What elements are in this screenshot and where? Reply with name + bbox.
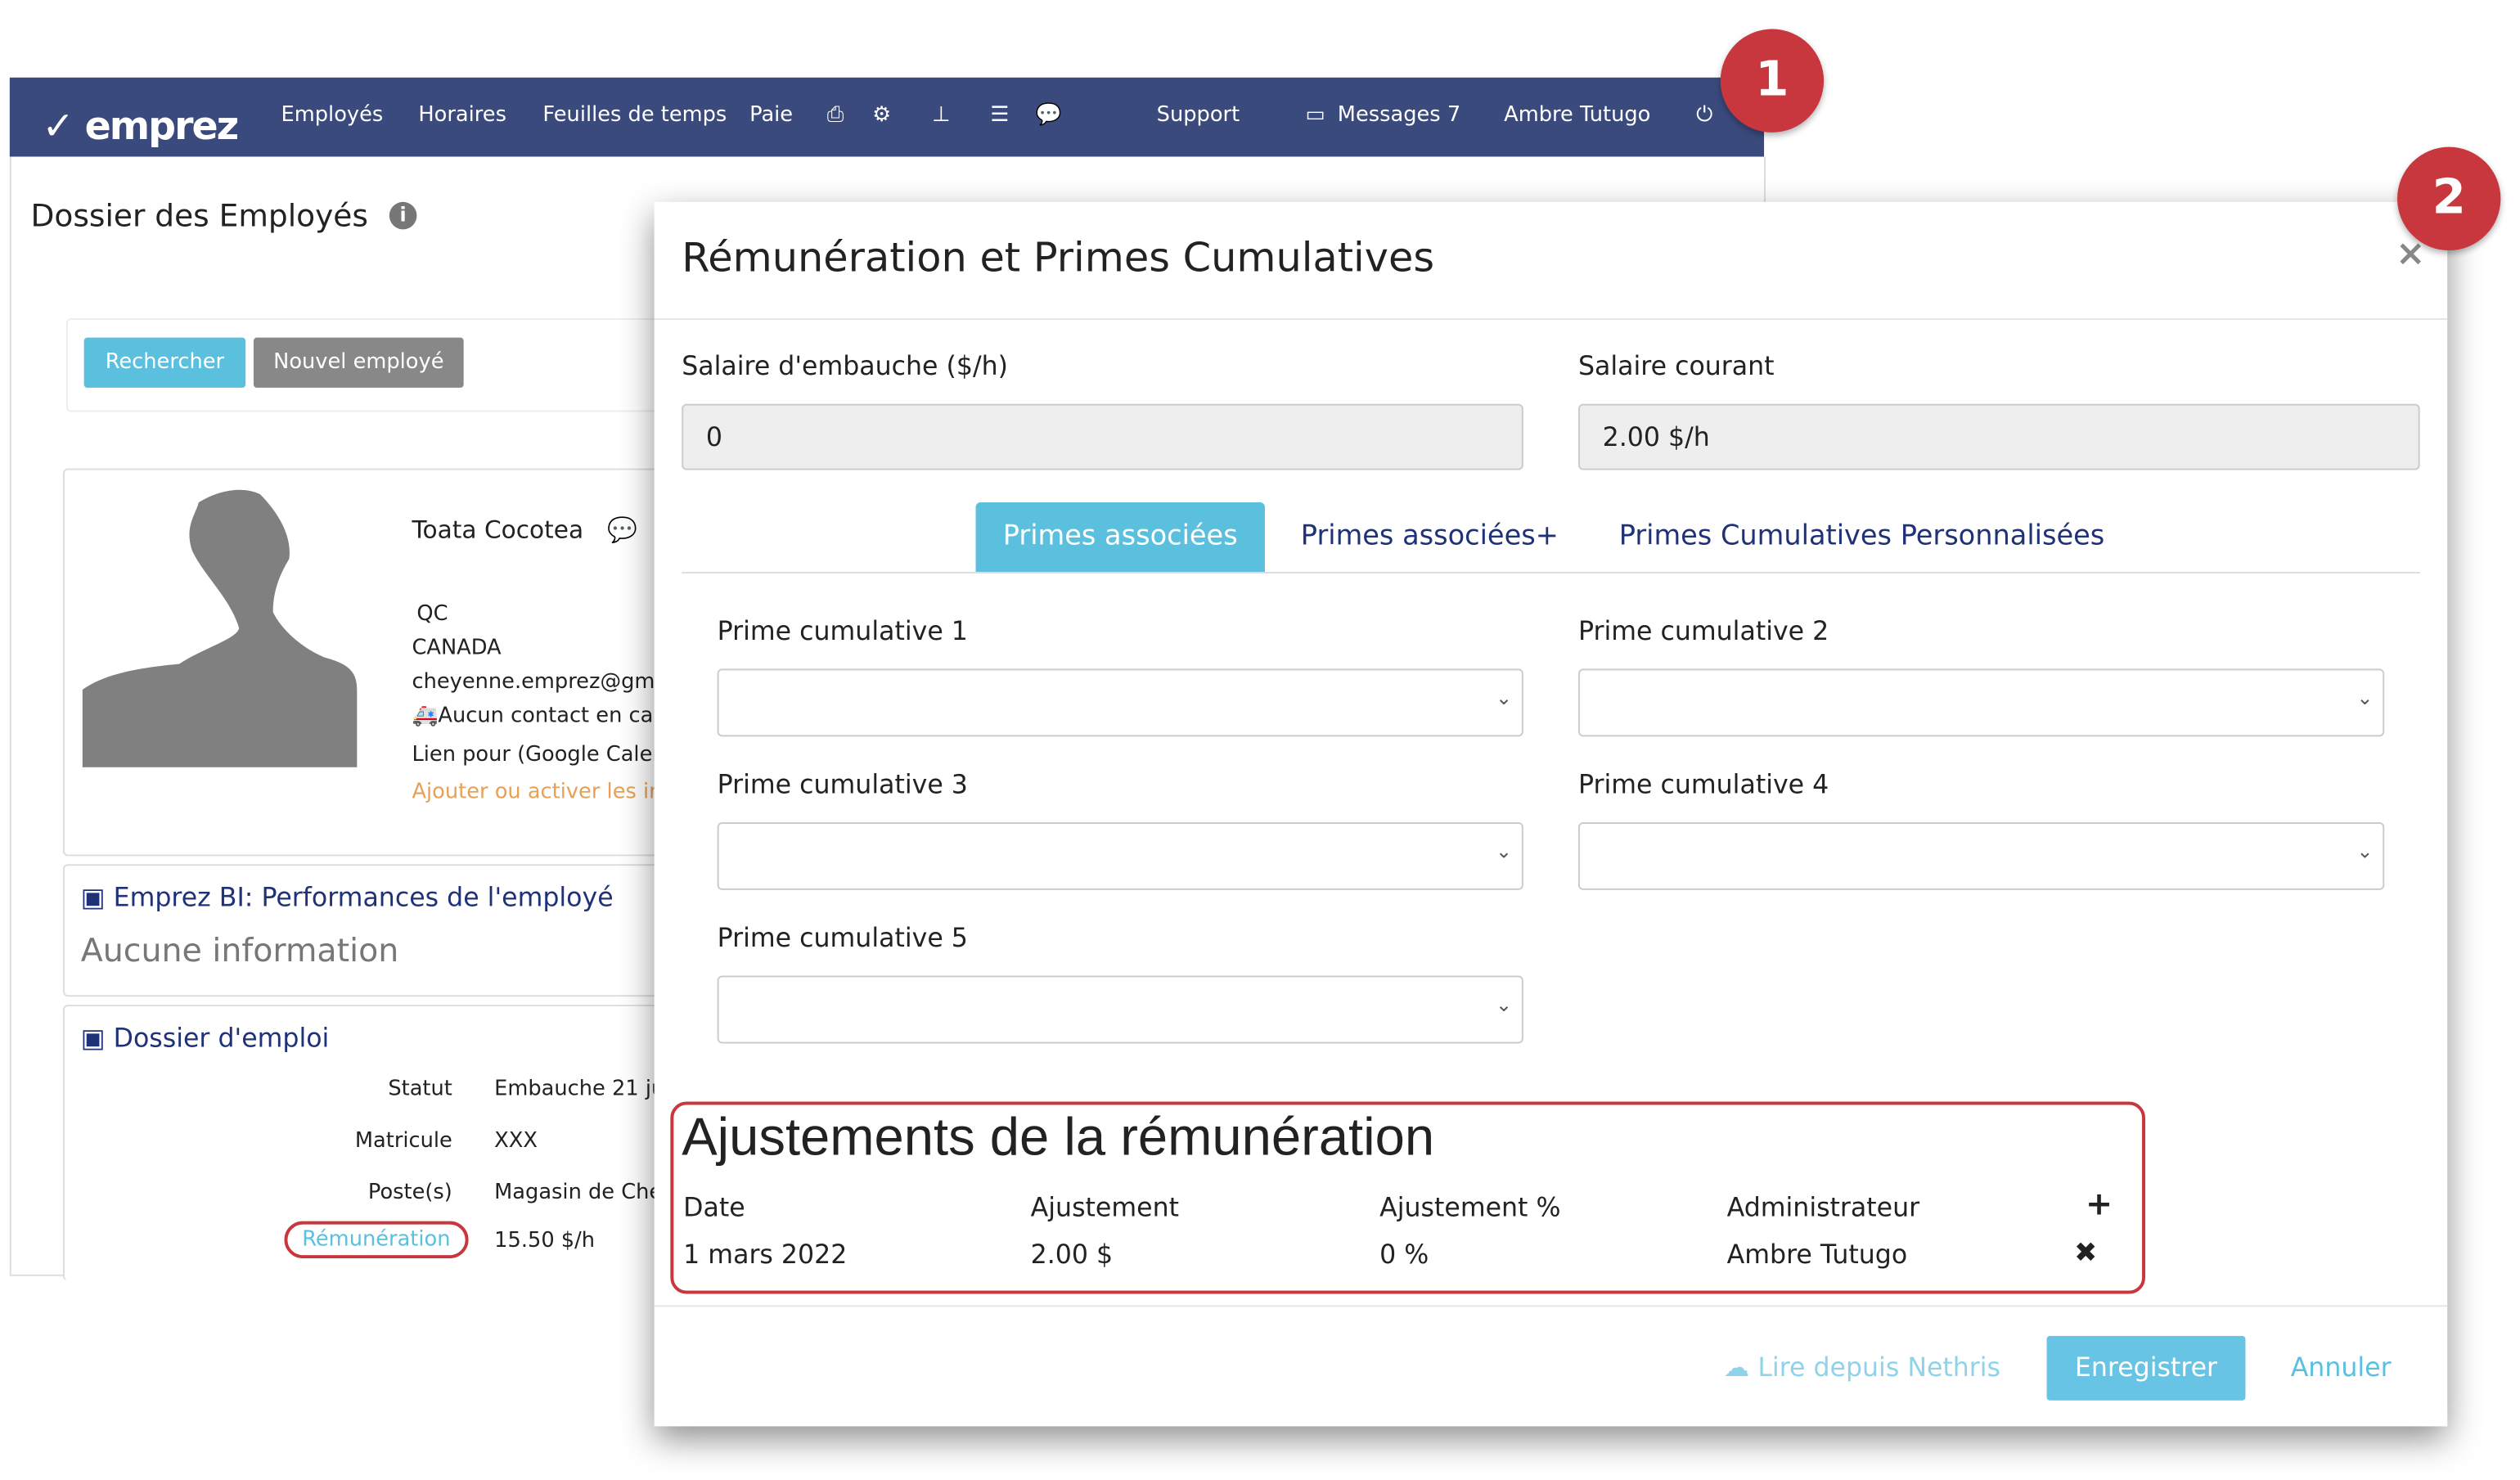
nav-employes[interactable]: Employés [281,103,384,128]
save-button[interactable]: Enregistrer [2046,1335,2246,1401]
job-value-postes: Magasin de Che [494,1181,663,1205]
bi-section-header[interactable]: ▣ Emprez BI: Performances de l'employé [81,882,614,913]
prime-label-4: Prime cumulative 4 [1577,768,1829,800]
top-navbar: ✓ emprez Employés Horaires Feuilles de t… [9,77,1765,157]
cancel-button[interactable]: Annuler [2290,1352,2392,1383]
col-date: Date [683,1192,745,1223]
prime-label-5: Prime cumulative 5 [717,922,968,953]
chevron-down-icon: ⌄ [1496,686,1513,709]
job-label-matricule: Matricule [354,1129,452,1154]
job-value-remuneration: 15.50 $/h [494,1229,596,1254]
collapse-icon: ▣ [80,1022,106,1054]
col-ajustement-pct: Ajustement % [1379,1192,1561,1223]
remuneration-link[interactable]: Rémunération [284,1221,469,1259]
brand-logo[interactable]: ✓ emprez [42,103,240,149]
brand-name: emprez [84,103,240,149]
prime-select-4[interactable]: ⌄ [1577,821,2385,890]
tab-primes-associees[interactable]: Primes associées [975,502,1265,572]
job-section-title: Dossier d'emploi [113,1022,330,1054]
cloud-download-icon: ☁ [1723,1352,1750,1383]
add-icon[interactable]: + [2085,1184,2113,1223]
row-date: 1 mars 2022 [683,1239,848,1270]
modal-title: Rémunération et Primes Cumulatives [682,234,1435,281]
employee-email[interactable]: cheyenne.emprez@gm [412,670,655,695]
row-percent: 0 % [1379,1239,1429,1270]
search-button[interactable]: Rechercher [83,337,246,388]
job-section-header[interactable]: ▣ Dossier d'emploi [81,1023,330,1054]
info-icon[interactable]: i [389,201,417,230]
tab-primes-associees-plus[interactable]: Primes associées+ [1300,520,1559,553]
print-icon[interactable]: ⎙ [826,103,844,128]
annotation-badge-1: 1 [1720,29,1825,133]
activate-link[interactable]: Ajouter ou activer les in [412,780,663,805]
job-label-postes: Poste(s) [367,1181,452,1205]
page-title: Dossier des Employés [30,198,368,235]
prime-select-3[interactable]: ⌄ [717,821,1523,890]
chevron-down-icon: ⌄ [2356,686,2374,709]
comment-icon[interactable]: 💬 [607,515,638,545]
ambulance-icon: 🚑 [412,704,439,729]
annotation-badge-2: 2 [2397,146,2501,251]
nav-messages[interactable]: Messages 7 [1337,103,1461,128]
nav-feuilles-de-temps[interactable]: Feuilles de temps [542,103,727,128]
hiring-salary-label: Salaire d'embauche ($/h) [682,350,1008,381]
job-label-statut: Statut [388,1077,452,1102]
calendar-link[interactable]: Lien pour (Google Calen [412,743,666,767]
nav-user[interactable]: Ambre Tutugo [1504,103,1651,128]
chevron-down-icon: ⌄ [2356,839,2374,863]
bi-section: ▣ Emprez BI: Performances de l'employé A… [63,864,713,997]
nethris-button[interactable]: ☁ Lire depuis Nethris [1724,1352,2000,1383]
power-icon[interactable]: ⏻ [1696,103,1713,128]
emergency-contact: 🚑Aucun contact en ca [412,704,653,729]
remuneration-modal: Rémunération et Primes Cumulatives × Sal… [654,201,2448,1427]
adjustments-highlight [670,1101,2146,1294]
job-value-statut: Embauche 21 ju [494,1077,665,1102]
adjustments-title: Ajustements de la rémunération [682,1106,1435,1167]
current-salary-label: Salaire courant [1577,350,1775,381]
emergency-text: Aucun contact en ca [438,704,654,729]
current-salary-input[interactable]: 2.00 $/h [1577,403,2420,470]
prime-label-1: Prime cumulative 1 [717,615,968,646]
comments-icon[interactable]: 💬 [1035,103,1062,128]
delete-icon[interactable]: ✖ [2074,1237,2098,1270]
row-admin: Ambre Tutugo [1726,1239,1908,1270]
col-ajustement: Ajustement [1030,1192,1179,1223]
nav-paie[interactable]: Paie [749,103,794,128]
prime-label-3: Prime cumulative 3 [717,768,968,800]
employee-country: CANADA [412,636,502,661]
new-employee-button[interactable]: Nouvel employé [253,337,464,388]
col-administrateur: Administrateur [1726,1192,1920,1223]
logo-icon: ✓ [42,103,74,149]
collapse-icon: ▣ [80,882,106,913]
list-icon[interactable]: ☰ [990,103,1010,128]
prime-select-1[interactable]: ⌄ [717,668,1523,737]
row-amount: 2.00 $ [1030,1239,1114,1270]
cogs-icon[interactable]: ⚙ [872,103,892,128]
job-value-matricule: XXX [494,1129,538,1154]
bi-section-title: Emprez BI: Performances de l'employé [113,882,614,913]
employee-name: Toata Cocotea [412,515,584,545]
profile-card: Toata Cocotea 💬 QC CANADA cheyenne.empre… [63,468,713,857]
avatar-silhouette [82,489,358,767]
prime-select-2[interactable]: ⌄ [1577,668,2385,737]
inbox-icon: ▭ [1305,103,1325,128]
chevron-down-icon: ⌄ [1496,993,1513,1016]
sitemap-icon[interactable]: ⊥ [932,103,951,128]
tab-primes-personnalisees[interactable]: Primes Cumulatives Personnalisées [1618,520,2105,553]
hiring-salary-input[interactable]: 0 [682,403,1523,470]
prime-select-5[interactable]: ⌄ [717,975,1523,1044]
chevron-down-icon: ⌄ [1496,839,1513,863]
nethris-label: Lire depuis Nethris [1757,1352,2001,1383]
job-section: ▣ Dossier d'emploi Statut Embauche 21 ju… [63,1005,713,1281]
prime-label-2: Prime cumulative 2 [1577,615,1829,646]
employee-province: QC [416,602,448,628]
nav-horaires[interactable]: Horaires [418,103,506,128]
nav-support[interactable]: Support [1156,103,1240,128]
bi-empty: Aucune information [80,930,399,969]
